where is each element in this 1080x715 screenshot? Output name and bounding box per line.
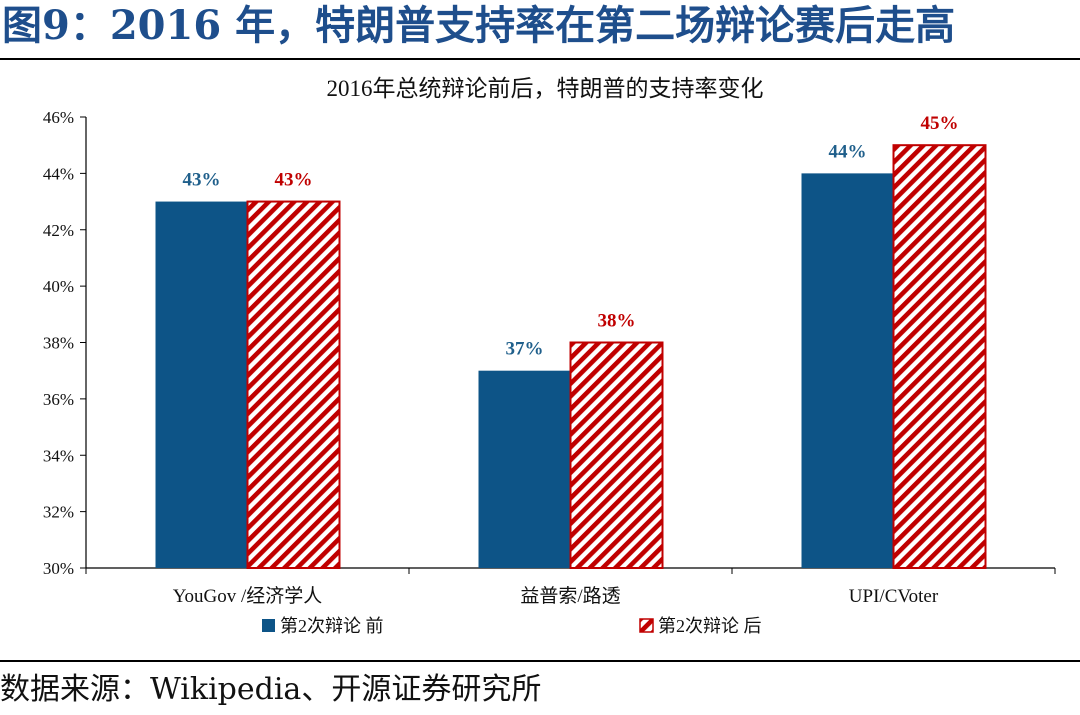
data-label: 43%	[183, 170, 221, 191]
bar-after	[246, 200, 341, 569]
bar-after	[569, 341, 664, 569]
bar-after	[892, 144, 987, 569]
data-label: 43%	[275, 170, 313, 191]
y-tick-label: 40%	[43, 277, 74, 296]
legend: 第2次辩论 前 第2次辩论 后	[262, 616, 762, 636]
top-rule	[0, 58, 1080, 60]
y-tick-label: 38%	[43, 334, 74, 353]
bottom-rule	[0, 660, 1080, 662]
legend-swatch-after	[639, 618, 654, 633]
figure-title: 图9：2016 年，特朗普支持率在第二场辩论赛后走高	[2, 2, 956, 49]
y-tick-label: 46%	[43, 108, 74, 127]
chart-title: 2016年总统辩论前后，特朗普的支持率变化	[327, 76, 764, 101]
y-tick-label: 36%	[43, 390, 74, 409]
y-tick-label: 44%	[43, 164, 74, 183]
y-tick-label: 34%	[43, 446, 74, 465]
y-tick-label: 42%	[43, 221, 74, 240]
x-tick-label: 益普索/路透	[520, 585, 620, 607]
legend-swatch-before	[262, 619, 275, 632]
bar-before	[801, 173, 894, 568]
bars: 43% 43% 37% 38% 44% 45%	[155, 113, 987, 569]
data-label: 44%	[829, 141, 867, 162]
y-tick-label: 30%	[43, 559, 74, 578]
bar-before	[155, 201, 248, 568]
y-tick-label: 32%	[43, 503, 74, 522]
data-label: 45%	[921, 113, 959, 134]
data-label: 37%	[506, 339, 544, 360]
data-label: 38%	[598, 311, 636, 332]
legend-label: 第2次辩论 后	[658, 616, 762, 636]
x-tick-label: UPI/CVoter	[849, 586, 939, 607]
source-note: 数据来源：Wikipedia、开源证券研究所	[0, 672, 542, 707]
x-tick-label: YouGov /经济学人	[173, 585, 323, 607]
bar-before	[478, 370, 571, 568]
bar-chart: 2016年总统辩论前后，特朗普的支持率变化 30% 32% 34% 36% 38% 40%…	[43, 76, 1056, 636]
legend-label: 第2次辩论 前	[280, 616, 384, 636]
